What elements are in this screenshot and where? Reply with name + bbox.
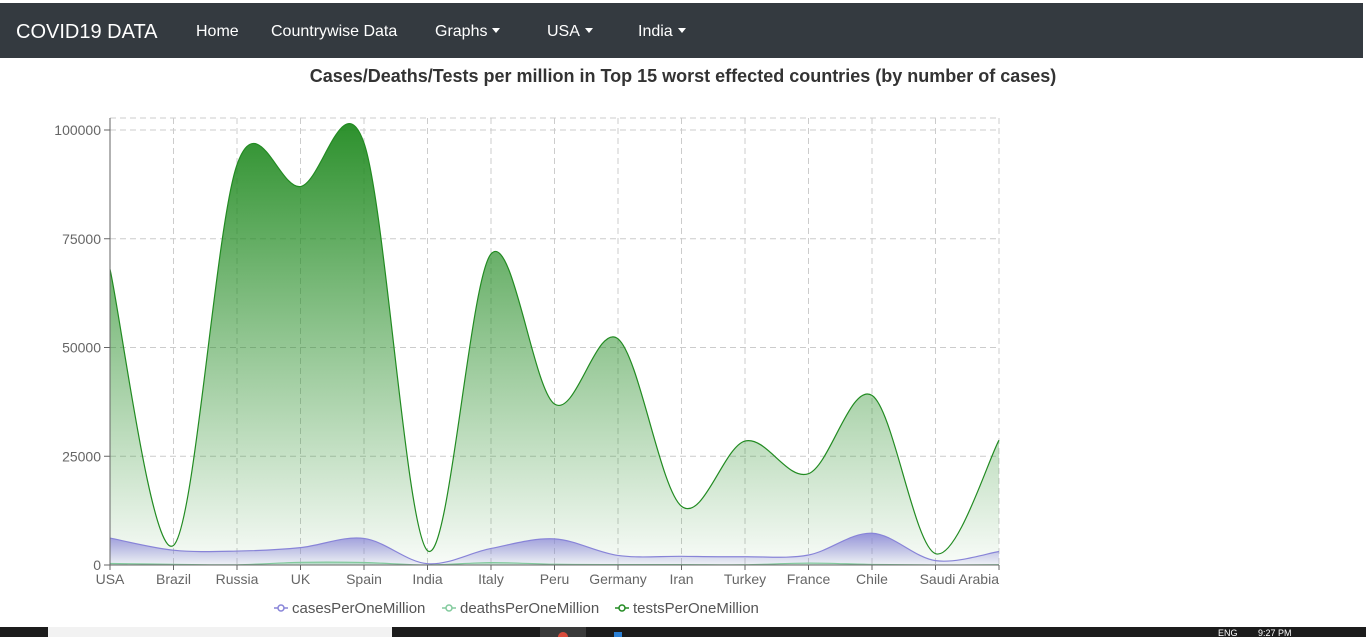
nav-countrywise-label: Countrywise Data xyxy=(271,23,398,40)
x-tick-label: UK xyxy=(291,571,311,587)
x-tick-label: Chile xyxy=(856,571,888,587)
legend-item-casesPerOneMillion[interactable]: casesPerOneMillion xyxy=(274,600,425,617)
chart-legend: casesPerOneMillion deathsPerOneMillion tes… xyxy=(274,600,759,617)
taskbar-search-box[interactable] xyxy=(48,627,392,637)
x-tick-label: USA xyxy=(96,571,125,587)
legend-item-deathsPerOneMillion[interactable]: deathsPerOneMillion xyxy=(442,600,599,617)
edge-icon[interactable] xyxy=(614,632,622,637)
nav-usa-dropdown[interactable]: USA xyxy=(547,23,593,41)
y-tick-label: 0 xyxy=(93,557,101,573)
x-tick-label: Spain xyxy=(346,571,382,587)
nav-home-label: Home xyxy=(196,23,239,40)
nav-india-label: India xyxy=(638,23,673,40)
clock[interactable]: 9:27 PM xyxy=(1258,628,1292,638)
x-tick-label: Peru xyxy=(540,571,570,587)
top-edge xyxy=(0,0,1366,3)
nav-graphs-dropdown[interactable]: Graphs xyxy=(435,23,501,41)
series-line-casesPerOneMillion[interactable] xyxy=(109,532,1000,565)
nav-graphs-label: Graphs xyxy=(435,23,488,40)
y-tick-label: 50000 xyxy=(62,340,101,356)
nav-usa-label: USA xyxy=(547,23,580,40)
windows-taskbar xyxy=(0,627,1366,637)
legend-dot-icon xyxy=(618,604,626,612)
legend-dot-icon xyxy=(277,604,285,612)
language-indicator[interactable]: ENG xyxy=(1218,628,1238,638)
y-tick-label: 75000 xyxy=(62,231,101,247)
nav-countrywise-data[interactable]: Countrywise Data xyxy=(271,23,397,41)
legend-dot-icon xyxy=(445,604,453,612)
legend-label: testsPerOneMillion xyxy=(633,600,759,617)
series-line-deathsPerOneMillion[interactable] xyxy=(109,561,1000,566)
chart-title: Cases/Deaths/Tests per million in Top 15… xyxy=(309,66,1057,86)
x-tick-label: Saudi Arabia xyxy=(920,571,1000,587)
x-tick-label: Russia xyxy=(216,571,259,587)
series-area-casesPerOneMillion xyxy=(110,533,999,565)
series-line-testsPerOneMillion[interactable] xyxy=(109,123,1000,555)
x-tick-label: India xyxy=(412,571,443,587)
brand-logo[interactable]: COVID19 DATA xyxy=(16,21,158,43)
x-tick-label: Germany xyxy=(589,571,647,587)
chart-axes: 0 25000 50000 75000 100000 USA Brazil Russia UK S… xyxy=(54,118,1000,587)
legend-label: casesPerOneMillion xyxy=(292,600,425,617)
series-area-testsPerOneMillion xyxy=(110,123,999,565)
x-tick-label: Iran xyxy=(669,571,693,587)
chart-areas xyxy=(109,123,1000,566)
x-tick-label: Turkey xyxy=(724,571,766,587)
chrome-icon[interactable] xyxy=(558,632,568,637)
caret-down-icon xyxy=(584,28,593,33)
x-tick-label: France xyxy=(787,571,831,587)
nav-india-dropdown[interactable]: India xyxy=(638,23,686,41)
nav-home[interactable]: Home xyxy=(196,23,239,41)
navbar: COVID19 DATA Home Countrywise Data Graph… xyxy=(0,3,1366,58)
legend-item-testsPerOneMillion[interactable]: testsPerOneMillion xyxy=(615,600,759,617)
y-tick-label: 100000 xyxy=(54,122,101,138)
legend-label: deathsPerOneMillion xyxy=(460,600,599,617)
caret-down-icon xyxy=(492,28,501,33)
x-tick-label: Brazil xyxy=(156,571,191,587)
y-tick-label: 25000 xyxy=(62,448,101,464)
caret-down-icon xyxy=(677,28,686,33)
x-tick-label: Italy xyxy=(478,571,504,587)
